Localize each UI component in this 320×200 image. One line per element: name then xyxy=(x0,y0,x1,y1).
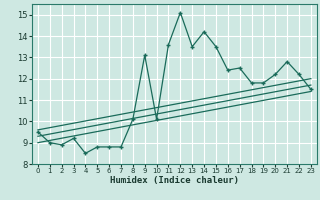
X-axis label: Humidex (Indice chaleur): Humidex (Indice chaleur) xyxy=(110,176,239,185)
